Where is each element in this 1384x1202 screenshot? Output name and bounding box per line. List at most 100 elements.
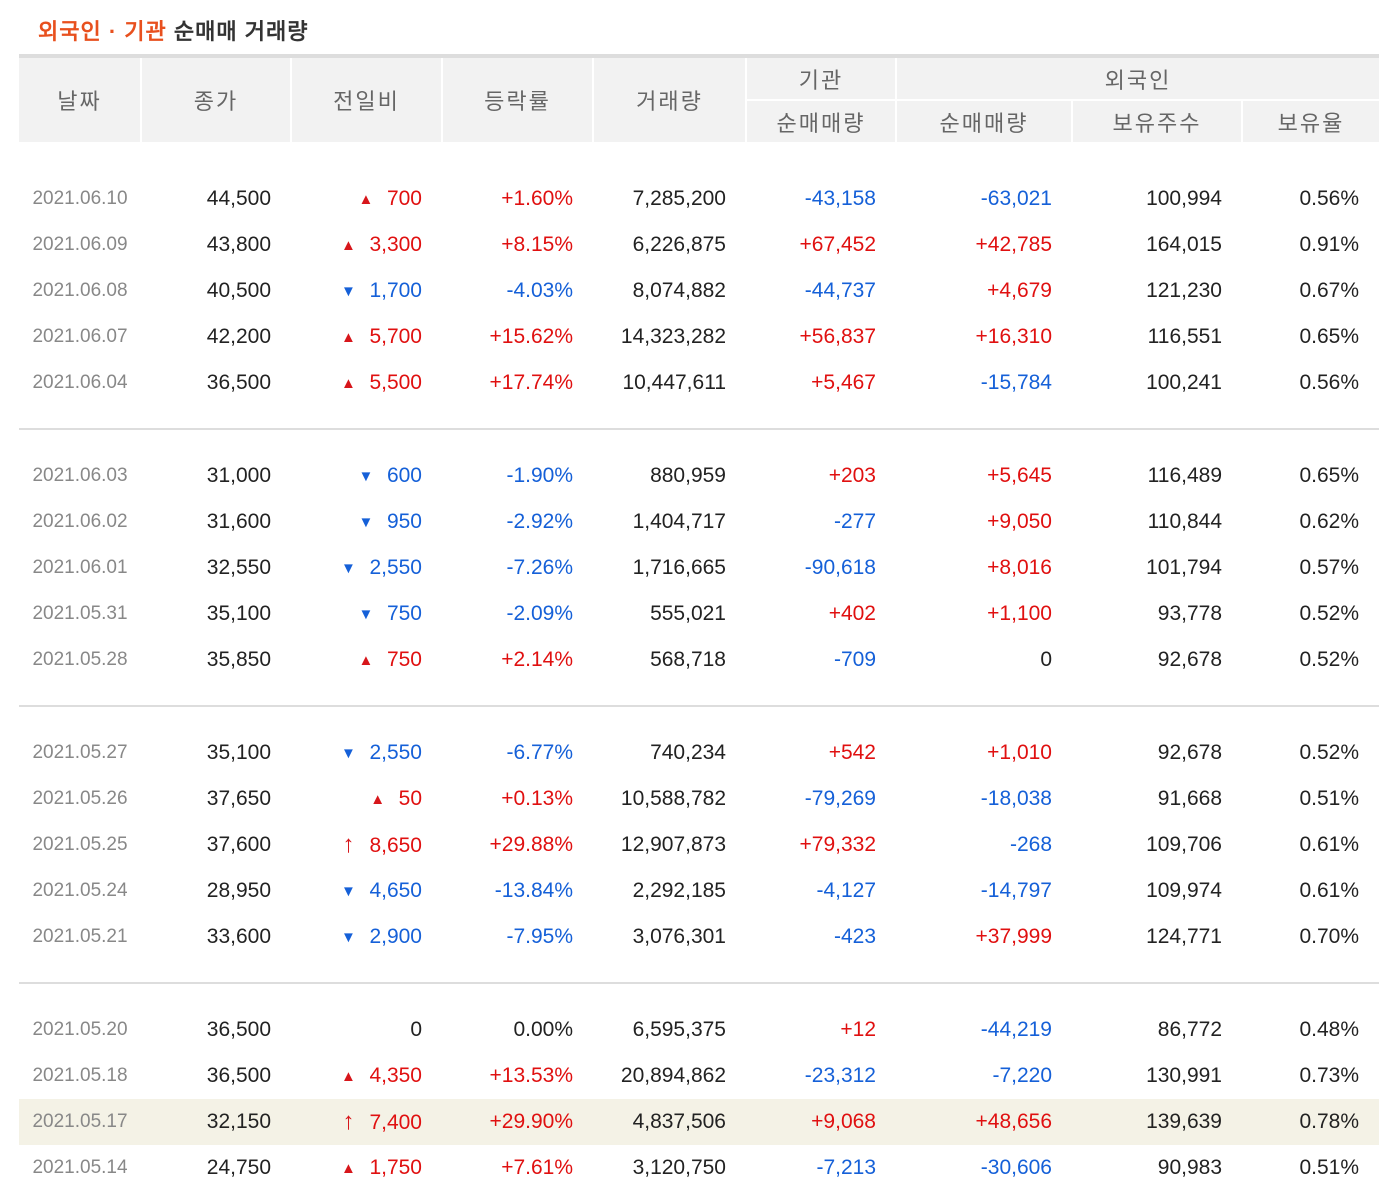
cell-close: 24,750 (206, 1156, 271, 1179)
cell-volume: 1,404,717 (632, 510, 726, 533)
cell-change: ▼ 1,700 (291, 268, 442, 314)
cell-foreign-holdings: 93,778 (1157, 602, 1222, 625)
header-foreign-ratio: 보유율 (1241, 100, 1379, 142)
cell-institution-net: -4,127 (816, 879, 876, 902)
cell-volume: 568,718 (650, 648, 726, 671)
cell-foreign-net: -14,797 (980, 879, 1052, 902)
table-row: 2021.05.28 35,850 ▲ 750 +2.14% 568,718 -709 0 92… (19, 637, 1379, 683)
header-foreign-group: 외국인 (895, 54, 1379, 101)
cell-rate: +0.13% (501, 787, 573, 810)
cell-foreign-holdings: 116,489 (1147, 464, 1222, 487)
header-institution-group: 기관 (745, 54, 896, 101)
cell-close: 28,950 (206, 879, 271, 902)
cell-date: 2021.06.01 (32, 557, 128, 578)
cell-date: 2021.06.09 (32, 234, 128, 255)
cell-close: 35,100 (206, 602, 271, 625)
table-row: 2021.05.24 28,950 ▼ 4,650 -13.84% 2,292,185 -4… (19, 868, 1379, 914)
cell-foreign-holdings: 92,678 (1157, 741, 1222, 764)
net-trading-table: 날짜 종가 전일비 등락률 거래량 기관 외국인 순매매량 순매매량 보유주수 … (19, 54, 1379, 1202)
change-value: 1,750 (369, 1156, 422, 1179)
cell-change: ▼ 600 (291, 453, 442, 499)
cell-foreign-net: -7,220 (992, 1064, 1052, 1087)
cell-close: 35,850 (206, 648, 271, 671)
cell-close: 40,500 (206, 279, 271, 302)
cell-foreign-holdings: 109,706 (1146, 833, 1222, 856)
cell-foreign-net: -63,021 (980, 187, 1052, 210)
cell-foreign-net: +1,010 (987, 741, 1052, 764)
cell-foreign-holdings: 116,551 (1147, 325, 1222, 348)
table-row: 2021.05.25 37,600 ↑ 8,650 +29.88% 12,907,873 +… (19, 822, 1379, 868)
cell-volume: 855,714 (593, 1191, 746, 1202)
cell-volume: 3,120,750 (632, 1156, 726, 1179)
cell-rate: -1.90% (506, 464, 573, 487)
cell-foreign-net: +9,050 (987, 510, 1052, 533)
cell-close: 31,000 (206, 464, 271, 487)
change-value: 3,300 (369, 233, 422, 256)
header-rate: 등락률 (441, 54, 593, 142)
cell-rate: -6.77% (506, 741, 573, 764)
cell-change: ▲ 4,350 (291, 1053, 442, 1099)
cell-foreign-ratio: 0.68% (1242, 1191, 1379, 1202)
table-header: 날짜 종가 전일비 등락률 거래량 기관 외국인 순매매량 순매매량 보유주수 … (19, 54, 1379, 142)
cell-rate: +17.74% (489, 371, 574, 394)
cell-foreign-ratio: 0.62% (1299, 510, 1359, 533)
cell-rate: +1.60% (501, 187, 573, 210)
cell-change: ▲ 50 (291, 776, 442, 822)
table-row: 2021.05.1323,000▲700+3.14%855,714+13,619… (19, 1191, 1379, 1202)
cell-foreign-ratio: 0.65% (1299, 325, 1359, 348)
cell-foreign-net: -15,784 (980, 371, 1052, 394)
cell-volume: 3,076,301 (632, 925, 726, 948)
cell-close: 36,500 (206, 371, 271, 394)
cell-institution-net: +67,452 (799, 233, 877, 256)
cell-date: 2021.05.13 (19, 1191, 141, 1202)
change-value: 750 (386, 602, 422, 625)
cell-date: 2021.06.03 (32, 465, 128, 486)
cell-institution-net: +542 (828, 741, 876, 764)
change-value: 750 (386, 648, 422, 671)
cell-change: ▲ 1,750 (291, 1145, 442, 1191)
cell-volume: 20,894,862 (620, 1064, 726, 1087)
cell-foreign-ratio: 0.52% (1299, 741, 1359, 764)
header-change: 전일비 (290, 54, 442, 142)
cell-date: 2021.05.31 (32, 603, 128, 624)
cell-foreign-net: 0 (1040, 648, 1052, 671)
cell-rate: -2.09% (506, 602, 573, 625)
cell-foreign-holdings: 100,241 (1146, 371, 1222, 394)
triangle-up-icon: ▲ (358, 191, 374, 208)
cell-change: ▲ 5,500 (291, 360, 442, 406)
table-row: 2021.06.03 31,000 ▼ 600 -1.90% 880,959 +203 +5,… (19, 453, 1379, 499)
cell-foreign-ratio: 0.70% (1299, 925, 1359, 948)
change-value: 4,350 (369, 1064, 422, 1087)
cell-foreign-net: -268 (1009, 833, 1052, 856)
change-value: 50 (398, 787, 422, 810)
cell-volume: 880,959 (650, 464, 726, 487)
cell-foreign-ratio: 0.52% (1299, 648, 1359, 671)
triangle-down-icon: ▼ (341, 883, 356, 900)
cell-change: ▲ 750 (291, 637, 442, 683)
cell-volume: 555,021 (650, 602, 726, 625)
cell-foreign-ratio: 0.51% (1299, 787, 1359, 810)
cell-foreign-holdings: 100,994 (1146, 187, 1222, 210)
change-value: 600 (386, 464, 422, 487)
table-body: 2021.06.10 44,500 ▲ 700 +1.60% 7,285,200 -43,1… (19, 142, 1379, 1202)
cell-date: 2021.06.02 (32, 511, 128, 532)
cell-rate: +7.61% (501, 1156, 573, 1179)
cell-foreign-net: +48,656 (896, 1099, 1072, 1145)
cell-close: 36,500 (206, 1064, 271, 1087)
cell-volume: 7,285,200 (632, 187, 726, 210)
triangle-down-icon: ▼ (358, 514, 374, 531)
cell-foreign-net: -18,038 (980, 787, 1052, 810)
cell-rate: -13.84% (494, 879, 573, 902)
cell-volume: 14,323,282 (620, 325, 726, 348)
cell-change: ▼ 950 (291, 499, 442, 545)
cell-date: 2021.06.10 (32, 188, 128, 209)
cell-foreign-holdings: 91,668 (1157, 787, 1222, 810)
cell-close: 43,800 (206, 233, 271, 256)
cell-foreign-holdings: 139,639 (1072, 1099, 1242, 1145)
cell-close: 36,500 (206, 1018, 271, 1041)
cell-change: ▼ 2,550 (291, 545, 442, 591)
cell-foreign-net: +37,999 (975, 925, 1053, 948)
table-row: 2021.05.26 37,650 ▲ 50 +0.13% 10,588,782 -79,2… (19, 776, 1379, 822)
cell-institution-net: -423 (833, 925, 876, 948)
title-net-volume: 순매매 거래량 (173, 19, 309, 44)
